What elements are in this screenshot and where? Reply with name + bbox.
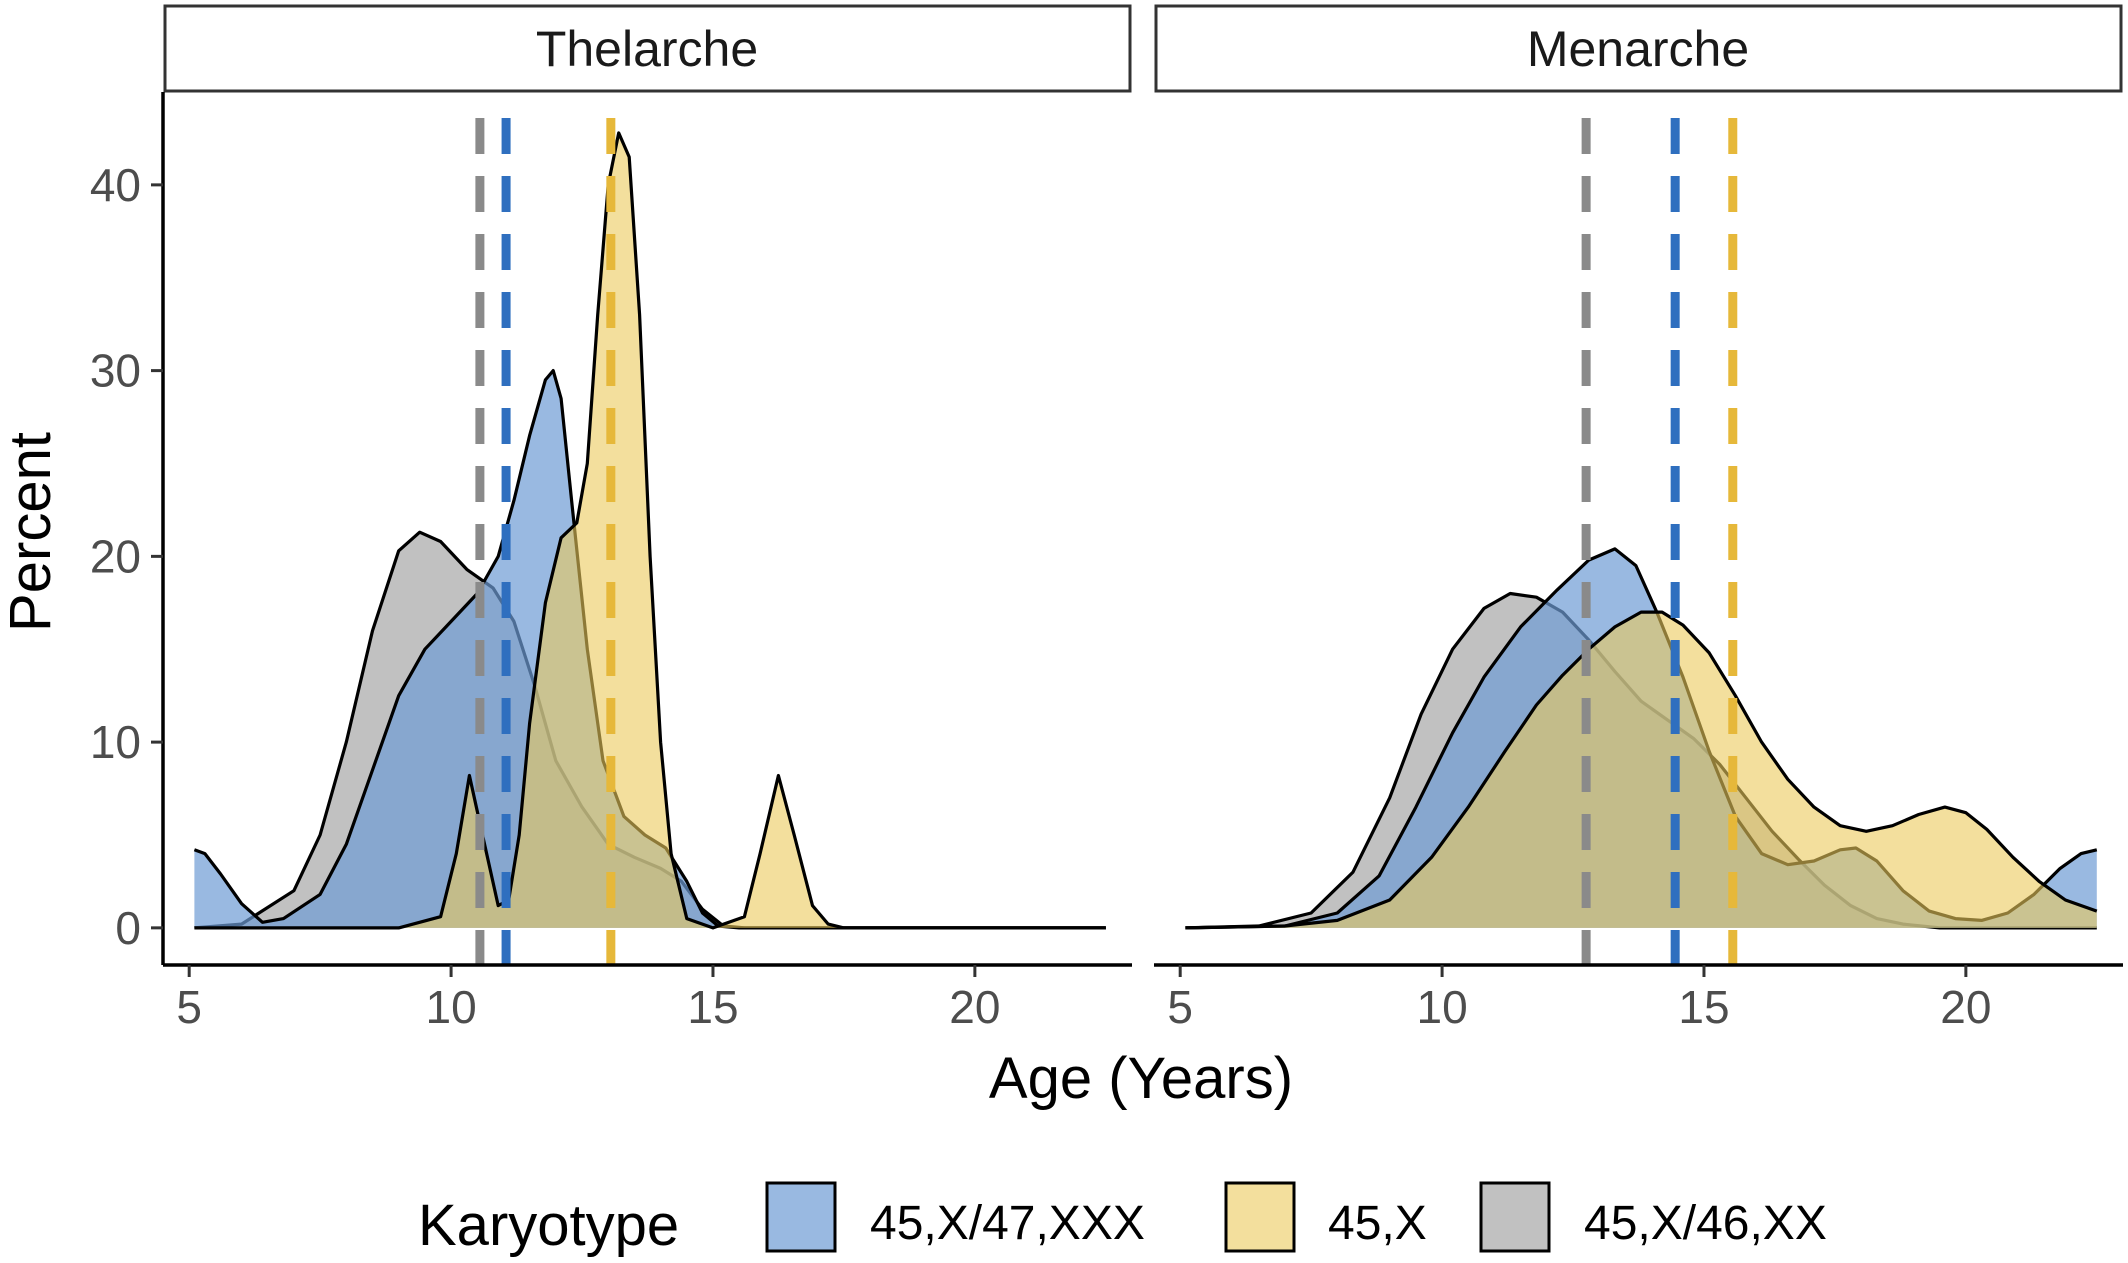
axes: 5 10 15 20 0 10 20 30 40 5 10 15 20 <box>90 92 2123 1033</box>
x-tick-label-thelarche-15: 15 <box>687 981 738 1033</box>
y-axis-title: Percent <box>0 432 63 632</box>
legend: Karyotype 45,X/47,XXX 45,X 45,X/46,XX <box>418 1181 1827 1258</box>
legend-key-45x47xxx <box>765 1181 837 1253</box>
legend-label-45x: 45,X <box>1328 1197 1427 1250</box>
legend-title: Karyotype <box>418 1193 679 1258</box>
density-line-thelarche-45x <box>194 131 1106 930</box>
y-tick-label-10: 10 <box>90 716 141 768</box>
panel-menarche <box>1185 118 2098 965</box>
density-area-menarche-45x <box>1185 612 2097 928</box>
legend-item-45x: 45,X <box>1224 1181 1427 1253</box>
y-tick-label-30: 30 <box>90 345 141 397</box>
x-tick-label-thelarche-10: 10 <box>425 981 476 1033</box>
x-axis-title: Age (Years) <box>989 1046 1293 1111</box>
x-tick-label-menarche-10: 10 <box>1416 981 1467 1033</box>
density-line-menarche-45x <box>1185 610 2098 930</box>
x-tick-label-menarche-15: 15 <box>1678 981 1729 1033</box>
density-area-thelarche-45x47xxx <box>194 370 1106 928</box>
x-tick-label-thelarche-5: 5 <box>176 981 202 1033</box>
legend-key-45x <box>1224 1181 1296 1253</box>
legend-label-45x47xxx: 45,X/47,XXX <box>870 1197 1145 1250</box>
density-area-thelarche-45x <box>194 132 1106 928</box>
panel-thelarche <box>193 118 1106 965</box>
legend-key-45x46xx <box>1479 1181 1551 1253</box>
y-tick-label-20: 20 <box>90 530 141 582</box>
legend-label-45x46xx: 45,X/46,XX <box>1584 1197 1827 1250</box>
y-tick-label-40: 40 <box>90 159 141 211</box>
legend-item-45x46xx: 45,X/46,XX <box>1479 1181 1827 1253</box>
x-tick-label-menarche-20: 20 <box>1940 981 1991 1033</box>
strip-title-thelarche: Thelarche <box>536 21 758 77</box>
x-tick-label-thelarche-20: 20 <box>949 981 1000 1033</box>
x-tick-label-menarche-5: 5 <box>1167 981 1193 1033</box>
strip-thelarche: Thelarche <box>163 4 1132 93</box>
strip-title-menarche: Menarche <box>1527 21 1749 77</box>
strip-menarche: Menarche <box>1154 4 2123 93</box>
y-tick-label-0: 0 <box>115 902 141 954</box>
legend-item-45x47xxx: 45,X/47,XXX <box>765 1181 1145 1253</box>
